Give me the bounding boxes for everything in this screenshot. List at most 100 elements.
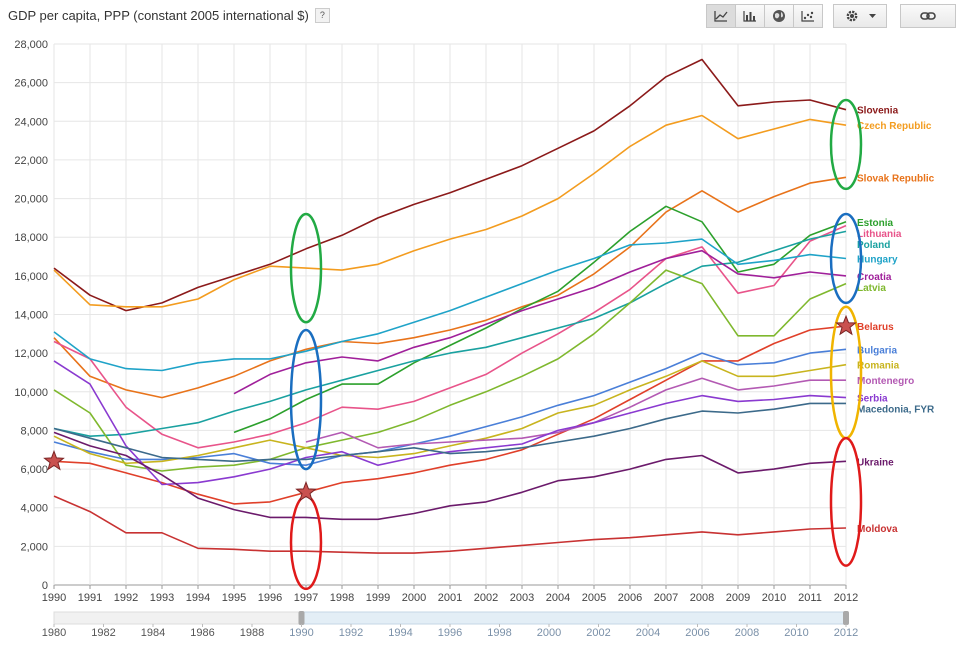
series-line-romania bbox=[53, 360, 847, 465]
timeline-label: 1986 bbox=[190, 627, 214, 639]
series-label: Romania bbox=[857, 361, 900, 372]
x-tick-label: 1990 bbox=[42, 592, 66, 604]
y-tick-label: 22,000 bbox=[14, 155, 48, 167]
annotation-ellipse bbox=[829, 436, 863, 567]
scatter-chart-button[interactable] bbox=[794, 4, 823, 28]
timeline-handle-left bbox=[298, 611, 305, 625]
x-tick-label: 1999 bbox=[366, 592, 390, 604]
gridlines bbox=[53, 43, 847, 586]
timeline-label: 1980 bbox=[42, 627, 66, 639]
x-tick-label: 2002 bbox=[474, 592, 498, 604]
y-tick-label: 10,000 bbox=[14, 387, 48, 399]
series-line-hungary bbox=[53, 238, 847, 372]
timeline-label: 1994 bbox=[388, 627, 412, 639]
y-tick-label: 28,000 bbox=[14, 39, 48, 51]
series-line-czech-republic bbox=[53, 114, 847, 308]
series-label: Croatia bbox=[857, 272, 892, 283]
settings-button[interactable] bbox=[833, 4, 887, 28]
x-tick-label: 1997 bbox=[294, 592, 318, 604]
line-chart-button[interactable] bbox=[706, 4, 736, 28]
timeline-label: 1982 bbox=[91, 627, 115, 639]
x-tick-label: 2003 bbox=[510, 592, 534, 604]
timeline-label: 1988 bbox=[240, 627, 264, 639]
y-tick-label: 8,000 bbox=[20, 425, 48, 437]
chart-type-toolbar bbox=[706, 4, 823, 28]
series-line-croatia bbox=[233, 249, 847, 395]
series-line-latvia bbox=[53, 269, 847, 472]
series-label: Moldova bbox=[857, 524, 898, 535]
series-line-moldova bbox=[53, 495, 847, 554]
series-line-belarus bbox=[53, 325, 847, 505]
x-tick-label: 1994 bbox=[186, 592, 210, 604]
timeline-label: 1984 bbox=[141, 627, 165, 639]
x-tick-label: 1998 bbox=[330, 592, 354, 604]
series-label: Hungary bbox=[857, 254, 898, 265]
help-button[interactable]: ? bbox=[314, 8, 330, 23]
annotation-ellipse bbox=[829, 98, 863, 191]
x-tick-label: 2012 bbox=[834, 592, 858, 604]
series-line-poland bbox=[53, 230, 847, 437]
chart-title: GDP per capita, PPP (constant 2005 inter… bbox=[8, 8, 309, 23]
star-marker bbox=[43, 449, 65, 471]
series-label: Ukraine bbox=[857, 457, 894, 468]
bar-chart-icon bbox=[743, 11, 756, 22]
series-label: Czech Republic bbox=[857, 121, 932, 132]
series-label: Poland bbox=[857, 240, 890, 251]
annotations bbox=[43, 98, 863, 591]
series-line-macedonia-fyr bbox=[53, 402, 846, 463]
series-line-montenegro bbox=[305, 377, 846, 449]
map-button[interactable] bbox=[765, 4, 794, 28]
star-marker bbox=[835, 314, 857, 336]
series-label: Slovenia bbox=[857, 106, 899, 117]
annotation-ellipse bbox=[289, 212, 323, 324]
annotation-ellipse bbox=[289, 494, 323, 591]
globe-icon bbox=[773, 10, 785, 22]
series-line-slovenia bbox=[53, 58, 847, 312]
series-lines bbox=[53, 58, 847, 554]
x-tick-label: 1992 bbox=[114, 592, 138, 604]
series-line-lithuania bbox=[53, 224, 847, 449]
x-tick-label: 2009 bbox=[726, 592, 750, 604]
annotation-ellipse bbox=[829, 305, 863, 440]
y-tick-label: 24,000 bbox=[14, 116, 48, 128]
x-tick-label: 2004 bbox=[546, 592, 570, 604]
annotation-ellipse bbox=[289, 328, 323, 471]
series-label: Belarus bbox=[857, 322, 894, 333]
chart-title-bar: GDP per capita, PPP (constant 2005 inter… bbox=[8, 8, 330, 23]
x-tick-label: 1993 bbox=[150, 592, 174, 604]
x-tick-label: 2000 bbox=[402, 592, 426, 604]
timeline-label: 2002 bbox=[586, 627, 610, 639]
x-tick-label: 2005 bbox=[582, 592, 606, 604]
bar-chart-button[interactable] bbox=[736, 4, 765, 28]
y-tick-label: 16,000 bbox=[14, 271, 48, 283]
x-tick-label: 2001 bbox=[438, 592, 462, 604]
share-link-button[interactable] bbox=[900, 4, 956, 28]
y-tick-label: 12,000 bbox=[14, 348, 48, 360]
timeline-label: 1990 bbox=[289, 627, 313, 639]
series-label: Macedonia, FYR bbox=[857, 405, 935, 416]
series-line-slovak-republic bbox=[53, 176, 847, 399]
timeline-label: 2008 bbox=[735, 627, 759, 639]
x-tick-label: 2010 bbox=[762, 592, 786, 604]
series-label: Estonia bbox=[857, 218, 894, 229]
x-tick-label: 2008 bbox=[690, 592, 714, 604]
series-label: Montenegro bbox=[857, 376, 914, 387]
star-marker bbox=[295, 480, 317, 502]
series-line-bulgaria bbox=[53, 348, 847, 466]
scatter-chart-icon bbox=[801, 11, 814, 22]
timeline-label: 2006 bbox=[685, 627, 709, 639]
y-tick-label: 4,000 bbox=[20, 503, 48, 515]
series-label: Slovak Republic bbox=[857, 173, 935, 184]
x-tick-label: 2007 bbox=[654, 592, 678, 604]
series-label: Lithuania bbox=[857, 229, 902, 240]
timeline-label: 2010 bbox=[784, 627, 808, 639]
annotation-ellipse bbox=[829, 212, 863, 305]
series-line-ukraine bbox=[53, 431, 847, 521]
link-icon bbox=[920, 12, 936, 20]
timeline-selection bbox=[301, 611, 847, 625]
y-tick-label: 26,000 bbox=[14, 78, 48, 90]
timeline-label: 2004 bbox=[636, 627, 660, 639]
timeline-label: 1998 bbox=[487, 627, 511, 639]
y-tick-label: 2,000 bbox=[20, 541, 48, 553]
timeline-slider[interactable]: 1980 1982 1984 1986 1988 1990 1992 1994 1996 1998… bbox=[42, 611, 858, 639]
